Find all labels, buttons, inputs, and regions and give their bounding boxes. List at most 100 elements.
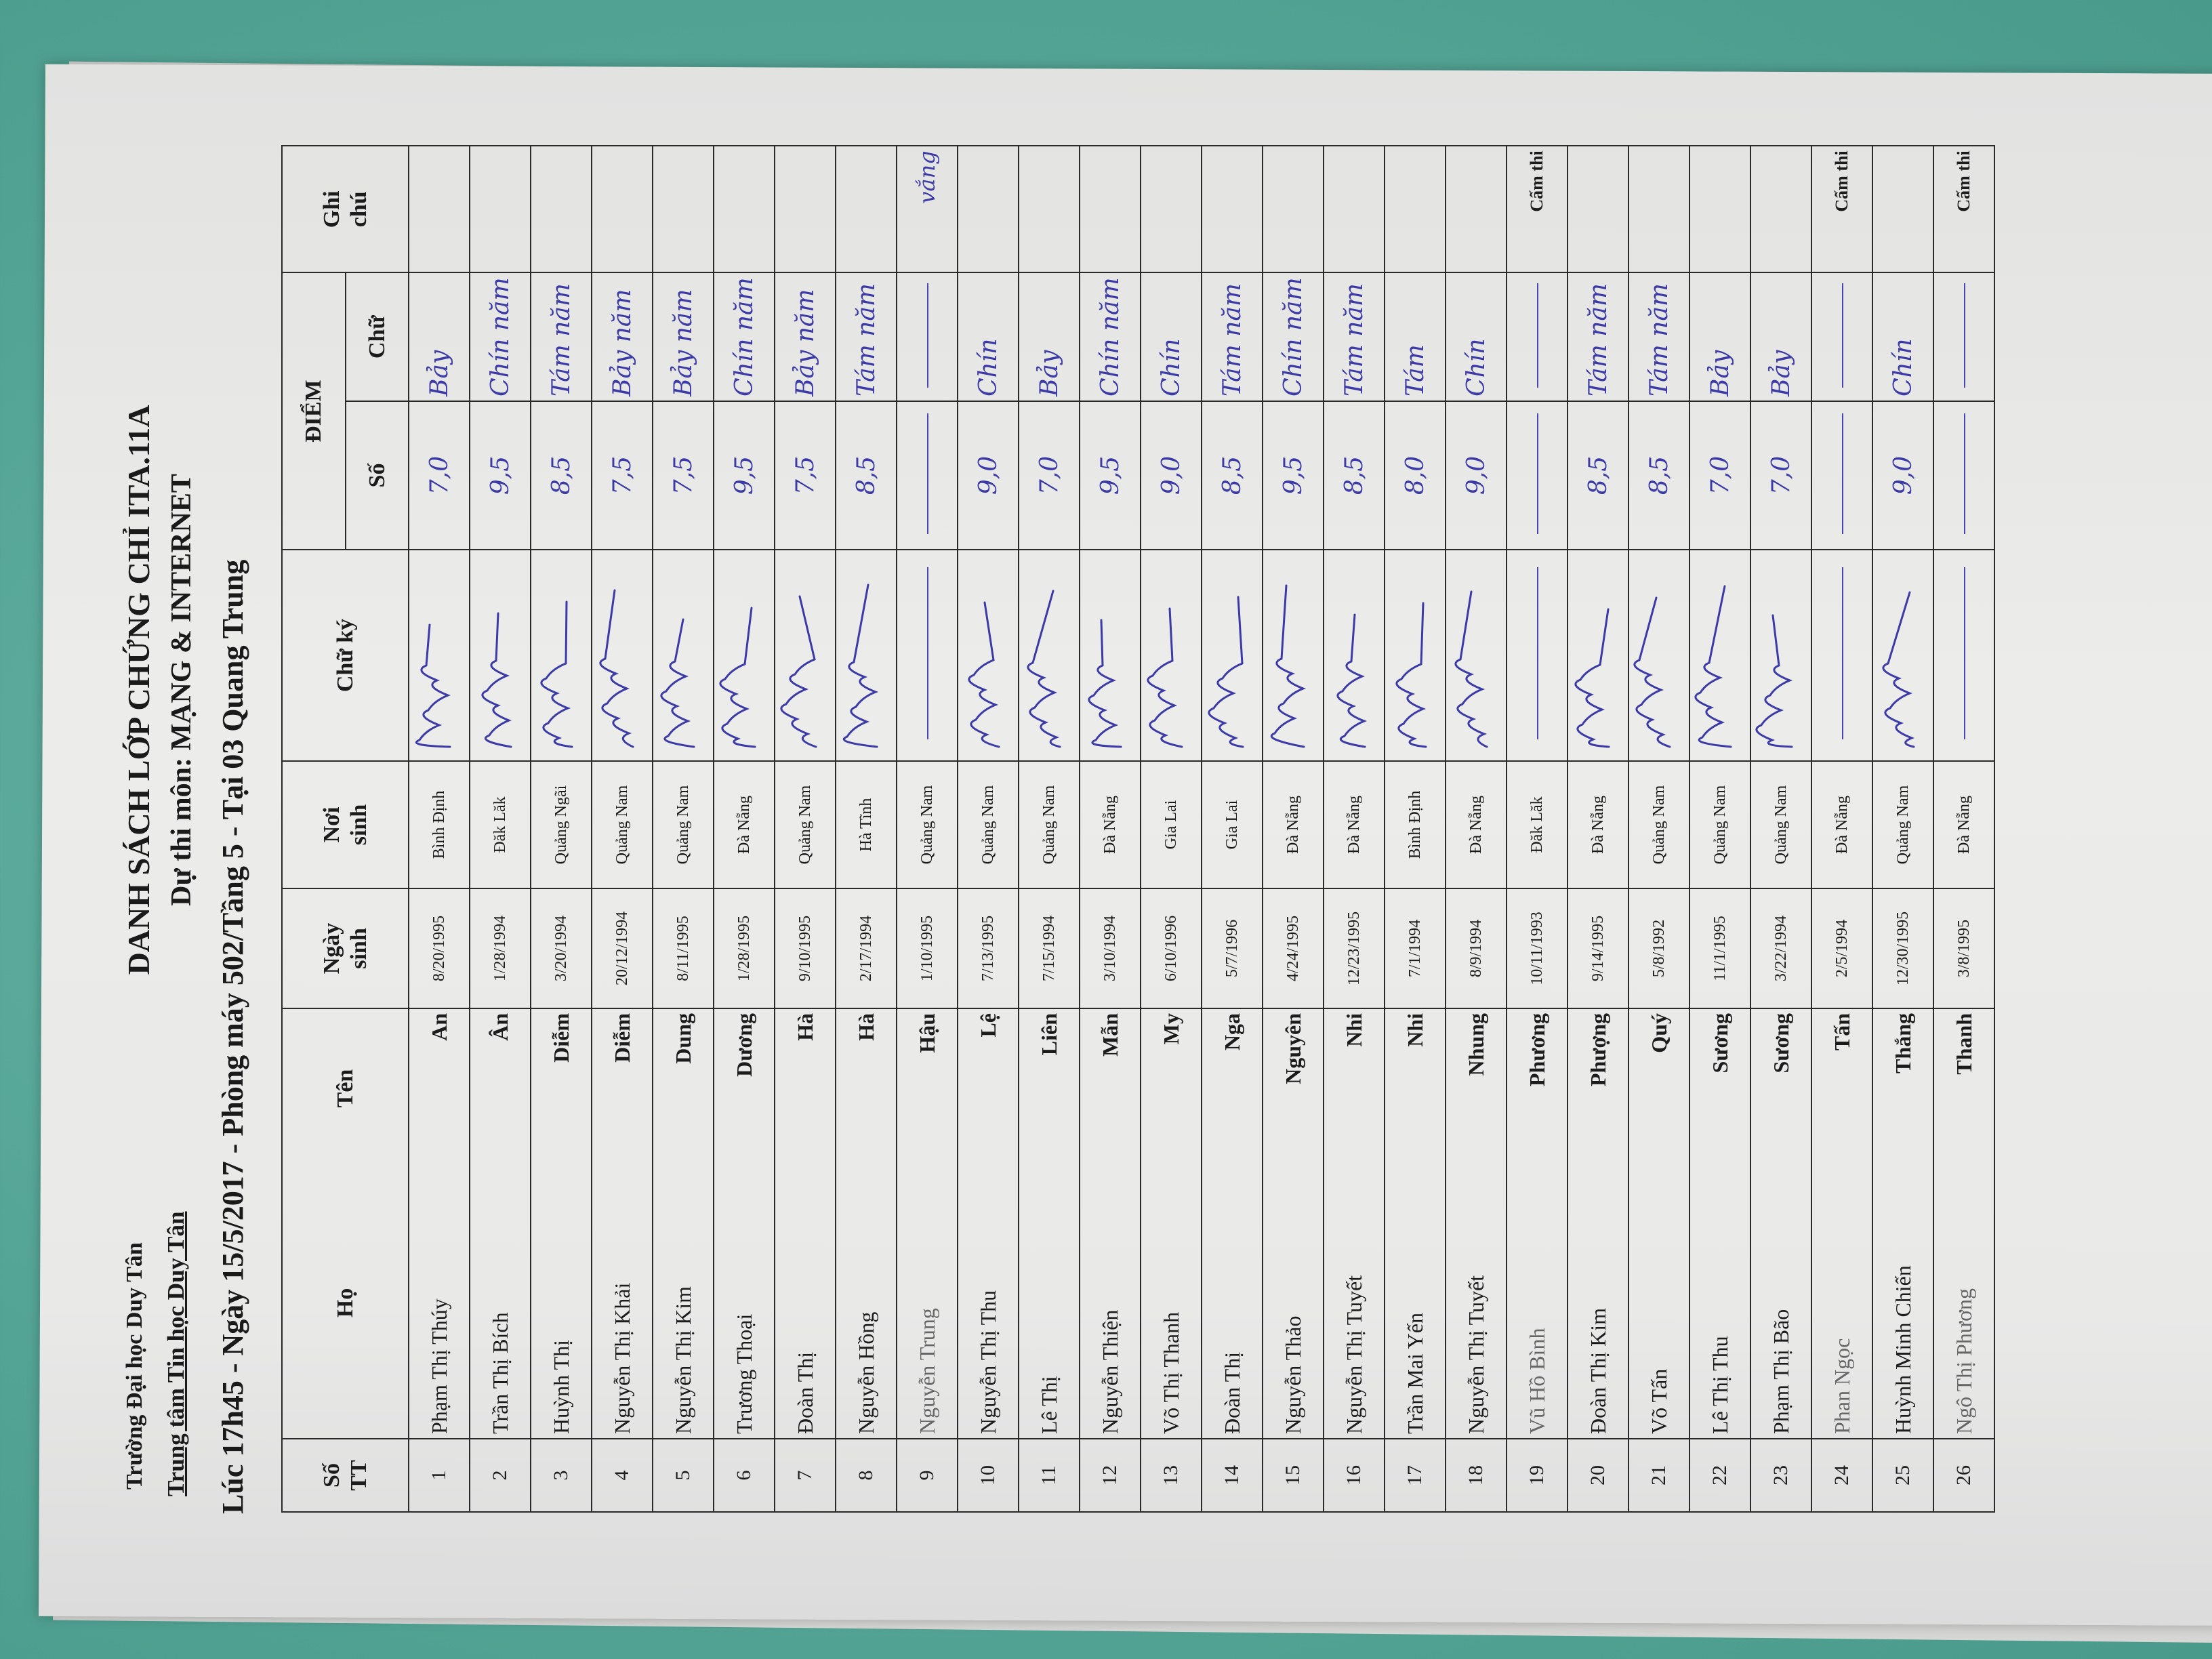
cell-score-word	[1933, 272, 1994, 401]
score-word: Chín	[974, 338, 1002, 396]
cell-score-number: 9,0	[1446, 401, 1507, 550]
cell-score-word: Bảy năm	[775, 272, 836, 401]
cell-signature	[1141, 550, 1202, 761]
score-word: Tám năm	[1340, 283, 1368, 396]
cell-dob: 2/17/1994	[836, 888, 897, 1008]
score-number: 8,5	[1218, 455, 1246, 495]
cell-signature	[1689, 550, 1750, 761]
cell-ten: Nhung	[1446, 1008, 1507, 1168]
cell-score-word: Chín	[1872, 272, 1933, 401]
cell-signature	[1446, 550, 1507, 761]
score-number: 8,5	[852, 455, 880, 495]
cell-signature	[1202, 550, 1263, 761]
cell-dob: 3/10/1994	[1080, 888, 1141, 1008]
cell-note	[714, 146, 775, 273]
score-word: Tám năm	[547, 283, 575, 396]
cell-ten: Hà	[836, 1008, 897, 1168]
header-ten: Tên	[282, 1008, 409, 1168]
cell-score-word: Bảy năm	[592, 272, 653, 401]
score-number: 9,0	[1157, 455, 1185, 495]
handwritten-signature-icon	[1574, 608, 1610, 748]
handwritten-signature-icon	[540, 600, 573, 748]
cell-pob: Gia Lai	[1202, 761, 1263, 888]
cell-ten: Thắng	[1872, 1008, 1933, 1168]
cell-stt: 25	[1872, 1439, 1933, 1512]
cell-score-word: Tám năm	[1568, 272, 1629, 401]
cell-score-word: Tám năm	[1202, 272, 1263, 401]
cell-dob: 8/9/1994	[1446, 888, 1507, 1008]
cell-ten: Mẫn	[1080, 1008, 1141, 1168]
table-row: 8 Nguyễn Hồng Hà 2/17/1994 Hà Tĩnh 8,5 Tám năm	[836, 146, 897, 1512]
cell-ten: Ân	[470, 1008, 531, 1168]
cell-dob: 4/24/1995	[1263, 888, 1324, 1008]
cell-ho: Nguyễn Thị Kim	[653, 1168, 714, 1439]
cell-note	[1689, 146, 1750, 273]
table-row: 2 Trần Thị Bích Ân 1/28/1994 Đăk Lăk 9,5 Chín …	[470, 146, 531, 1512]
cell-pob: Quảng Nam	[1629, 761, 1689, 888]
cell-score-number: 9,5	[1263, 401, 1324, 550]
cell-score-number: 7,5	[653, 401, 714, 550]
header-stt: Số TT	[282, 1439, 409, 1512]
cell-pob: Quảng Nam	[653, 761, 714, 888]
cell-score-number: 7,0	[1750, 401, 1811, 550]
handwritten-signature-icon	[1694, 585, 1732, 748]
cell-note: Cấm thi	[1933, 146, 1994, 273]
cell-note	[1629, 146, 1689, 273]
document-title: DANH SÁCH LỚP CHỨNG CHỈ ITA.11A	[121, 405, 156, 975]
handwritten-signature-icon	[1454, 590, 1488, 748]
cell-stt: 8	[836, 1439, 897, 1512]
cell-dob: 7/13/1995	[958, 888, 1019, 1008]
score-number: 8,5	[1584, 455, 1612, 495]
cell-note	[1568, 146, 1629, 273]
table-row: 10 Nguyễn Thị Thu Lệ 7/13/1995 Quảng Nam 9,0 C…	[958, 146, 1019, 1512]
cell-score-number: 9,0	[1141, 401, 1202, 550]
note-handwritten: vắng	[914, 150, 940, 204]
cell-ho: Phan Ngọc	[1811, 1168, 1872, 1439]
cell-ten: Dương	[714, 1008, 775, 1168]
cell-stt: 22	[1689, 1439, 1750, 1512]
cell-ho: Nguyễn Trung	[897, 1168, 958, 1439]
score-word: Chín	[1462, 338, 1490, 396]
cell-dob: 5/8/1992	[1629, 888, 1689, 1008]
cell-ho: Nguyễn Thiện	[1080, 1168, 1141, 1439]
table-row: 17 Trần Mai Yến Nhi 7/1/1994 Bình Định 8,0 Tám	[1385, 146, 1446, 1512]
cell-ten: Dung	[653, 1008, 714, 1168]
cell-signature	[1324, 550, 1385, 761]
score-number: 7,5	[608, 455, 636, 495]
cell-score-number	[1507, 401, 1568, 550]
score-word: Bảy	[1035, 350, 1063, 396]
cell-dob: 3/8/1995	[1933, 888, 1994, 1008]
cell-stt: 5	[653, 1439, 714, 1512]
table-row: 12 Nguyễn Thiện Mẫn 3/10/1994 Đà Nẵng 9,5 Chín…	[1080, 146, 1141, 1512]
cell-pob: Quảng Ngãi	[531, 761, 592, 888]
cell-dob: 9/14/1995	[1568, 888, 1629, 1008]
score-word: Tám năm	[1645, 283, 1673, 396]
score-number: 9,0	[1889, 455, 1917, 495]
score-number: 9,5	[730, 455, 758, 495]
cell-dob: 9/10/1995	[775, 888, 836, 1008]
cell-score-word	[897, 272, 958, 401]
cell-signature	[897, 550, 958, 761]
score-number: 8,0	[1401, 455, 1429, 495]
cell-score-word: Bảy	[1019, 272, 1080, 401]
handwritten-signature-icon	[719, 607, 756, 748]
cell-ho: Huỳnh Thị	[531, 1168, 592, 1439]
cell-stt: 21	[1629, 1439, 1689, 1512]
cell-stt: 24	[1811, 1439, 1872, 1512]
cell-score-word: Chín	[958, 272, 1019, 401]
cell-signature	[1629, 550, 1689, 761]
cell-dob: 11/1/1995	[1689, 888, 1750, 1008]
cell-score-number: 9,0	[1872, 401, 1933, 550]
header-ho: Họ	[282, 1168, 409, 1439]
score-word: Tám năm	[852, 283, 880, 396]
cell-note	[653, 146, 714, 273]
table-row: 4 Nguyễn Thị Khải Diễm 20/12/1994 Quảng Nam 7…	[592, 146, 653, 1512]
cell-dob: 1/10/1995	[897, 888, 958, 1008]
cell-note	[1080, 146, 1141, 273]
cell-ho: Lê Thị Thu	[1689, 1168, 1750, 1439]
cell-signature	[1872, 550, 1933, 761]
cell-score-word: Tám	[1385, 272, 1446, 401]
cell-score-word: Tám năm	[1629, 272, 1689, 401]
cell-note	[470, 146, 531, 273]
cell-score-word	[1507, 272, 1568, 401]
